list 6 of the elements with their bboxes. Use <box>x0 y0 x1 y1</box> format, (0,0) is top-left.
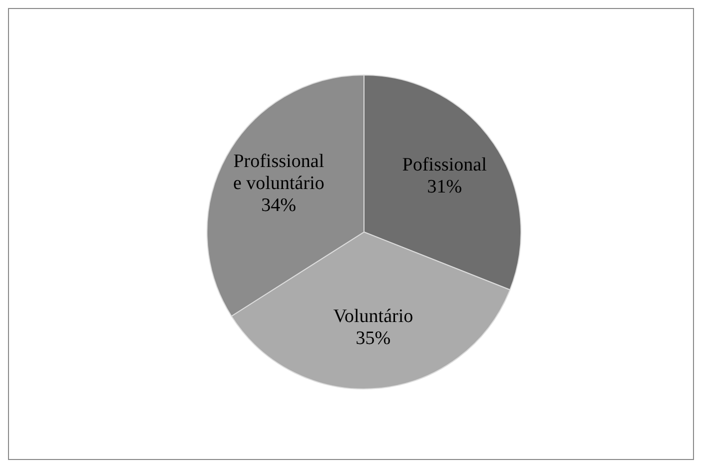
slice-label: Pofissional <box>402 154 487 176</box>
data-label: 35% <box>356 328 391 350</box>
slice-label: Voluntário <box>333 306 414 328</box>
data-label: 31% <box>427 176 462 198</box>
data-label: 34% <box>261 195 296 216</box>
slice-label: Profissional e voluntário <box>233 151 324 194</box>
